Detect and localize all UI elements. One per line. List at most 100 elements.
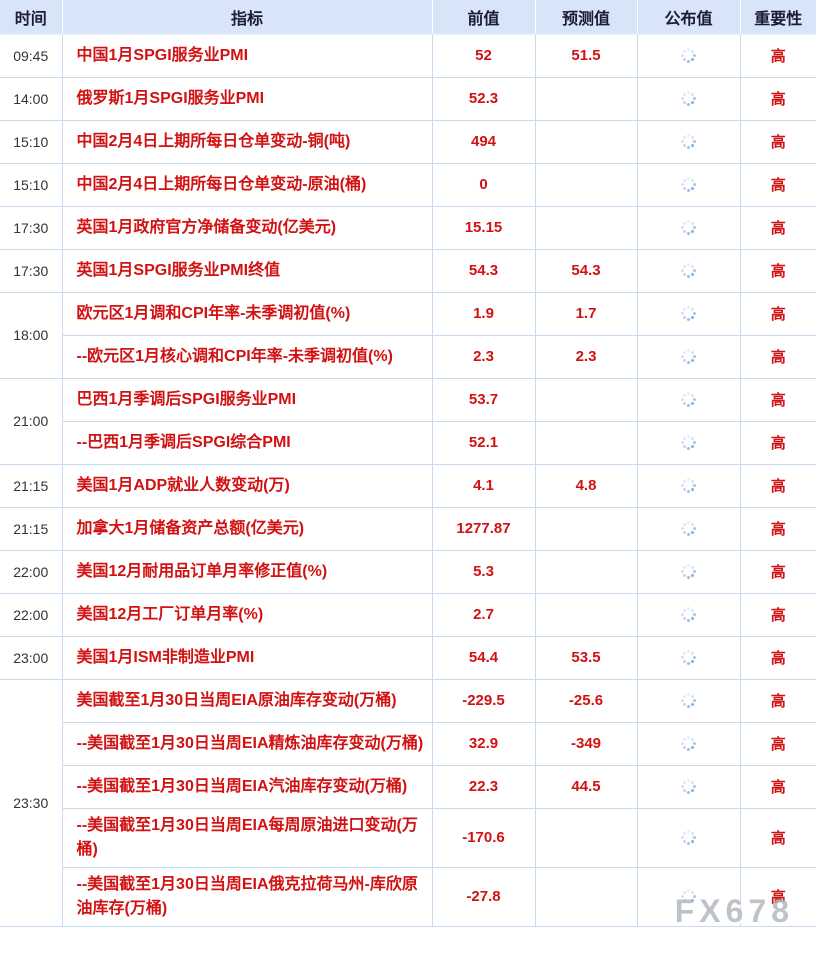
indicator-cell[interactable]: --欧元区1月核心调和CPI年率-未季调初值(%) (61, 334, 433, 379)
previous-value-cell: 53.7 (431, 377, 536, 422)
previous-value-cell: 0 (431, 162, 536, 207)
loading-spinner-icon (680, 219, 697, 236)
previous-value-cell: 54.3 (431, 248, 536, 293)
column-header-published: 公布值 (636, 0, 741, 35)
indicator-cell[interactable]: 美国12月工厂订单月率(%) (61, 592, 433, 637)
importance-cell: 高 (739, 291, 816, 336)
time-cell: 18:00 (0, 291, 63, 379)
indicator-cell[interactable]: --美国截至1月30日当周EIA汽油库存变动(万桶) (61, 764, 433, 809)
importance-cell: 高 (739, 248, 816, 293)
importance-cell: 高 (739, 76, 816, 121)
time-cell: 15:10 (0, 119, 63, 164)
importance-cell: 高 (739, 678, 816, 723)
forecast-value-cell: 44.5 (534, 764, 638, 809)
indicator-cell[interactable]: 美国12月耐用品订单月率修正值(%) (61, 549, 433, 594)
time-cell: 21:00 (0, 377, 63, 465)
previous-value-cell: 54.4 (431, 635, 536, 680)
indicator-cell[interactable]: 英国1月SPGI服务业PMI终值 (61, 248, 433, 293)
importance-cell: 高 (739, 764, 816, 809)
previous-value-cell: 1.9 (431, 291, 536, 336)
loading-spinner-icon (680, 735, 697, 752)
indicator-cell[interactable]: 美国1月ADP就业人数变动(万) (61, 463, 433, 508)
published-value-cell (636, 506, 741, 551)
importance-cell: 高 (739, 377, 816, 422)
published-value-cell (636, 248, 741, 293)
importance-cell: 高 (739, 33, 816, 78)
loading-spinner-icon (680, 692, 697, 709)
importance-cell: 高 (739, 635, 816, 680)
forecast-value-cell (534, 807, 638, 868)
published-value-cell (636, 119, 741, 164)
forecast-value-cell (534, 119, 638, 164)
previous-value-cell: 52 (431, 33, 536, 78)
table-row: 17:30 英国1月政府官方净储备变动(亿美元) 15.15 高 (0, 205, 816, 250)
forecast-value-cell: 4.8 (534, 463, 638, 508)
indicator-cell[interactable]: --美国截至1月30日当周EIA精炼油库存变动(万桶) (61, 721, 433, 766)
column-header-time: 时间 (0, 0, 63, 35)
forecast-value-cell: 1.7 (534, 291, 638, 336)
table-row: 23:30 美国截至1月30日当周EIA原油库存变动(万桶) -229.5 -25.6… (0, 678, 816, 926)
loading-spinner-icon (680, 606, 697, 623)
importance-cell: 高 (739, 866, 816, 926)
previous-value-cell: 32.9 (431, 721, 536, 766)
published-value-cell (636, 866, 741, 926)
table-row: 15:10 中国2月4日上期所每日仓单变动-原油(桶) 0 高 (0, 162, 816, 207)
loading-spinner-icon (680, 563, 697, 580)
indicator-cell[interactable]: --巴西1月季调后SPGI综合PMI (61, 420, 433, 465)
time-cell: 23:00 (0, 635, 63, 680)
published-value-cell (636, 807, 741, 868)
forecast-value-cell: 51.5 (534, 33, 638, 78)
column-header-forecast: 预测值 (534, 0, 638, 35)
loading-spinner-icon (680, 649, 697, 666)
table-row: 21:00 巴西1月季调后SPGI服务业PMI 53.7 高 (0, 377, 816, 465)
indicator-cell[interactable]: 英国1月政府官方净储备变动(亿美元) (61, 205, 433, 250)
indicator-cell[interactable]: 加拿大1月储备资产总额(亿美元) (61, 506, 433, 551)
table-row: 22:00 美国12月工厂订单月率(%) 2.7 高 (0, 592, 816, 637)
published-value-cell (636, 678, 741, 723)
indicator-cell[interactable]: 美国截至1月30日当周EIA原油库存变动(万桶) (61, 678, 433, 723)
loading-spinner-icon (680, 829, 697, 846)
indicator-cell[interactable]: 美国1月ISM非制造业PMI (61, 635, 433, 680)
time-cell: 22:00 (0, 592, 63, 637)
indicator-cell[interactable]: 欧元区1月调和CPI年率-未季调初值(%) (61, 291, 433, 336)
previous-value-cell: 4.1 (431, 463, 536, 508)
loading-spinner-icon (680, 520, 697, 537)
forecast-value-cell: 53.5 (534, 635, 638, 680)
table-body: 09:45 中国1月SPGI服务业PMI 52 51.5 高 14:00 俄罗斯1月SPGI… (0, 33, 816, 926)
forecast-value-cell (534, 420, 638, 465)
indicator-cell[interactable]: --美国截至1月30日当周EIA俄克拉荷马州-库欣原油库存(万桶) (61, 866, 433, 926)
loading-spinner-icon (680, 477, 697, 494)
published-value-cell (636, 205, 741, 250)
table-row: --美国截至1月30日当周EIA汽油库存变动(万桶) 22.3 44.5 高 (0, 764, 816, 809)
table-row: 21:15 美国1月ADP就业人数变动(万) 4.1 4.8 高 (0, 463, 816, 508)
table-row: 17:30 英国1月SPGI服务业PMI终值 54.3 54.3 高 (0, 248, 816, 293)
importance-cell: 高 (739, 807, 816, 868)
time-cell: 22:00 (0, 549, 63, 594)
loading-spinner-icon (680, 262, 697, 279)
loading-spinner-icon (680, 778, 697, 795)
table-row: 21:15 加拿大1月储备资产总额(亿美元) 1277.87 高 (0, 506, 816, 551)
forecast-value-cell (534, 506, 638, 551)
published-value-cell (636, 549, 741, 594)
loading-spinner-icon (680, 305, 697, 322)
table-row: 09:45 中国1月SPGI服务业PMI 52 51.5 高 (0, 33, 816, 78)
indicator-cell[interactable]: 巴西1月季调后SPGI服务业PMI (61, 377, 433, 422)
forecast-value-cell (534, 592, 638, 637)
indicator-cell[interactable]: 中国1月SPGI服务业PMI (61, 33, 433, 78)
published-value-cell (636, 334, 741, 379)
published-value-cell (636, 635, 741, 680)
indicator-cell[interactable]: 中国2月4日上期所每日仓单变动-原油(桶) (61, 162, 433, 207)
previous-value-cell: 52.1 (431, 420, 536, 465)
indicator-cell[interactable]: 俄罗斯1月SPGI服务业PMI (61, 76, 433, 121)
time-cell: 21:15 (0, 463, 63, 508)
importance-cell: 高 (739, 334, 816, 379)
table-row: 22:00 美国12月耐用品订单月率修正值(%) 5.3 高 (0, 549, 816, 594)
indicator-cell[interactable]: --美国截至1月30日当周EIA每周原油进口变动(万桶) (61, 807, 433, 868)
indicator-cell[interactable]: 中国2月4日上期所每日仓单变动-铜(吨) (61, 119, 433, 164)
column-header-importance: 重要性 (739, 0, 816, 35)
table-row: --欧元区1月核心调和CPI年率-未季调初值(%) 2.3 2.3 高 (0, 334, 816, 379)
table-row: --美国截至1月30日当周EIA每周原油进口变动(万桶) -170.6 高 (0, 807, 816, 868)
previous-value-cell: -170.6 (431, 807, 536, 868)
loading-spinner-icon (680, 391, 697, 408)
previous-value-cell: 2.3 (431, 334, 536, 379)
